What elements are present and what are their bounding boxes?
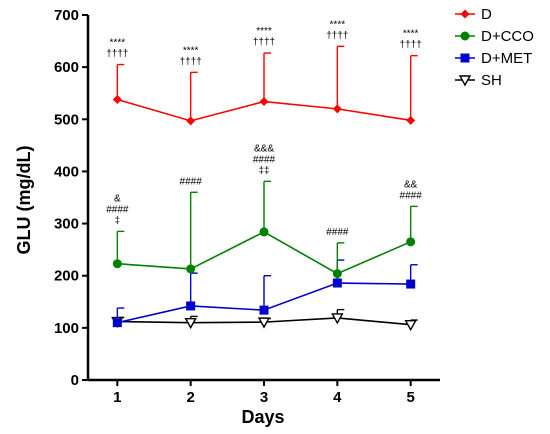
- data-point: [331, 313, 344, 325]
- data-point: [259, 97, 269, 107]
- significance-label: ††††: [400, 40, 422, 51]
- legend-marker: [458, 75, 472, 87]
- data-point: [332, 278, 342, 288]
- data-point: [332, 269, 342, 279]
- y-tick-label: 300: [54, 216, 79, 233]
- data-point: [112, 94, 122, 104]
- data-point: [186, 264, 196, 274]
- significance-label: ††††: [253, 37, 275, 48]
- significance-label: ####: [180, 176, 203, 187]
- x-tick-label: 4: [333, 389, 342, 406]
- error-bars: [116, 45, 418, 325]
- x-tick-label: 1: [113, 389, 121, 406]
- data-point: [406, 279, 416, 289]
- significance-label: ####: [326, 227, 349, 238]
- x-axis-title: Days: [241, 407, 284, 427]
- legend-label: D: [481, 6, 492, 23]
- data-point: [404, 320, 417, 332]
- data-point: [406, 115, 416, 125]
- significance-label: ‡‡: [258, 165, 269, 176]
- data-point: [112, 318, 122, 328]
- y-tick-label: 400: [54, 163, 79, 180]
- data-point: [259, 227, 269, 237]
- x-tick-label: 3: [260, 389, 268, 406]
- legend-marker: [460, 53, 470, 63]
- x-tick-label: 2: [186, 389, 194, 406]
- data-point: [186, 301, 196, 311]
- y-tick-label: 200: [54, 268, 79, 285]
- y-tick-label: 500: [54, 111, 79, 128]
- significance-label: ††††: [180, 56, 202, 67]
- legend-label: D+CCO: [481, 28, 534, 45]
- y-tick-label: 700: [54, 7, 79, 24]
- significance-label: &&: [404, 179, 418, 190]
- axes: Days GLU (mg/dL): [14, 15, 440, 427]
- data-point: [112, 259, 122, 269]
- significance-label: &: [114, 193, 121, 204]
- significance-label: ****: [256, 26, 272, 37]
- legend: D D+CCO D+MET SH: [455, 6, 534, 89]
- series-markers: [111, 94, 417, 332]
- legend-label: SH: [481, 72, 502, 89]
- ticks: 0 100 200 300 400 500 600 700 1 2 3 4 5: [54, 7, 415, 406]
- legend-marker: [460, 9, 470, 19]
- significance-label: ****: [330, 19, 346, 30]
- significance-label: ‡: [115, 215, 121, 226]
- data-point: [406, 237, 416, 247]
- significance-label: ####: [106, 204, 129, 215]
- y-tick-label: 100: [54, 320, 79, 337]
- significance-label: ####: [400, 190, 423, 201]
- data-point: [184, 317, 197, 330]
- data-point: [259, 305, 269, 315]
- significance-label: ####: [253, 154, 276, 165]
- significance-label: ††††: [326, 30, 348, 41]
- significance-label: ****: [183, 45, 199, 56]
- legend-marker: [460, 31, 470, 41]
- significance-label: ††††: [106, 49, 128, 60]
- y-axis-title: GLU (mg/dL): [14, 146, 34, 255]
- data-point: [186, 116, 196, 126]
- y-tick-label: 600: [54, 59, 79, 76]
- series-line: [117, 231, 411, 275]
- significance-annotations: ****†††† ****††††****††††****†††† ****††††…: [106, 19, 422, 238]
- x-tick-label: 5: [406, 389, 414, 406]
- legend-label: D+MET: [481, 50, 532, 67]
- y-tick-label: 0: [71, 372, 79, 389]
- data-point: [332, 104, 342, 114]
- significance-label: &&&: [254, 143, 274, 154]
- data-point: [257, 317, 271, 329]
- significance-label: ****: [110, 38, 126, 49]
- significance-label: ****: [403, 29, 419, 40]
